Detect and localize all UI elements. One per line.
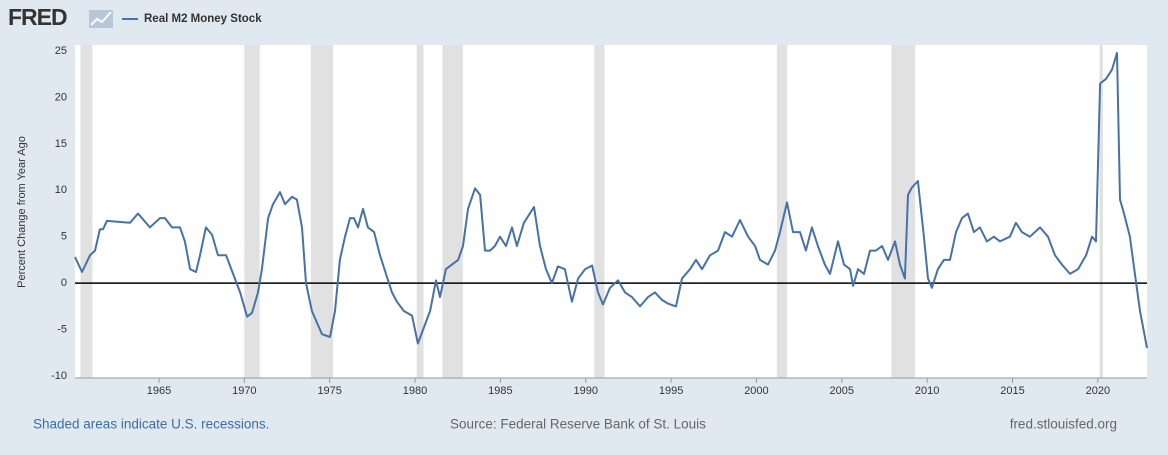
- y-tick-label: -5: [57, 323, 67, 335]
- x-tick-label: 2010: [915, 385, 939, 397]
- y-tick-label: 25: [55, 45, 67, 57]
- y-tick-label: 5: [61, 231, 67, 243]
- x-tick-label: 2000: [744, 385, 768, 397]
- recession-band: [244, 45, 260, 378]
- x-tick-label: 1980: [403, 385, 427, 397]
- y-tick-label: 15: [55, 138, 67, 150]
- legend-label: Real M2 Money Stock: [144, 13, 262, 25]
- x-tick-label: 1975: [317, 385, 341, 397]
- recession-band: [80, 45, 93, 378]
- x-tick-label: 1965: [147, 385, 171, 397]
- recession-note: Shaded areas indicate U.S. recessions.: [33, 417, 269, 432]
- y-tick-label: -10: [51, 370, 67, 382]
- x-tick-label: 1995: [659, 385, 683, 397]
- recession-band: [310, 45, 334, 378]
- x-tick-label: 2005: [830, 385, 854, 397]
- x-tick-label: 1985: [488, 385, 512, 397]
- recession-band: [891, 45, 916, 378]
- recession-band: [416, 45, 424, 378]
- x-tick-label: 2015: [1000, 385, 1024, 397]
- y-tick-label: 20: [55, 91, 67, 103]
- source: Source: Federal Reserve Bank of St. Loui…: [450, 417, 706, 432]
- recession-band: [1099, 45, 1103, 378]
- series-line: [74, 51, 1148, 349]
- x-tick-label: 1970: [232, 385, 256, 397]
- x-tick-label: 1990: [573, 385, 597, 397]
- y-tick-label: 0: [61, 277, 67, 289]
- recession-band: [442, 45, 463, 378]
- x-tick-label: 2020: [1086, 385, 1110, 397]
- brand-logo[interactable]: FRED: [8, 4, 68, 30]
- plot-area: [75, 45, 1147, 378]
- recession-band: [776, 45, 788, 378]
- recession-band: [594, 45, 605, 378]
- y-tick-label: 10: [55, 184, 67, 196]
- logo-icon: [89, 10, 113, 28]
- y-axis-label: Percent Change from Year Ago: [16, 136, 28, 288]
- site-link[interactable]: fred.stlouisfed.org: [1010, 417, 1117, 432]
